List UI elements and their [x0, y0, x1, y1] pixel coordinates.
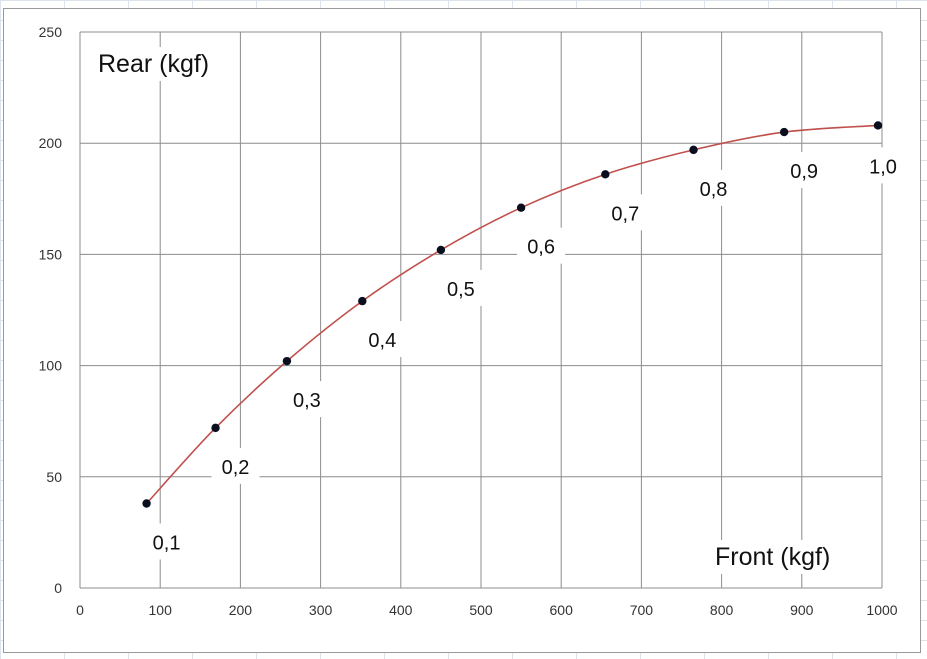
data-point: [142, 499, 151, 508]
x-axis-title: Front (kgf): [715, 543, 830, 571]
marker-layer: [142, 121, 883, 508]
chart-area: 0 100 200 300 400 500 600 700 800 900 1000 0 50 100 15…: [3, 8, 921, 653]
data-label: 0,5: [447, 279, 475, 301]
y-tick-label: 100: [39, 358, 63, 374]
y-tick-label: 200: [39, 135, 63, 151]
x-tick-label: 600: [550, 602, 574, 618]
data-point: [516, 203, 526, 212]
y-tick-label: 150: [39, 246, 63, 262]
point-label-background: [517, 227, 566, 264]
x-tick-label: 200: [229, 602, 253, 618]
y-tick-label: 0: [54, 580, 62, 596]
point-label-background: [142, 523, 191, 560]
x-tick-label: 500: [469, 602, 493, 618]
x-tick-label: 400: [389, 602, 413, 618]
x-tick-label: 300: [309, 602, 333, 618]
point-label-background: [780, 152, 829, 189]
data-point: [436, 245, 446, 255]
curve-layer: [145, 124, 879, 505]
point-label-background: [436, 269, 485, 306]
point-label-background: [358, 321, 407, 358]
data-label: 0,1: [153, 532, 181, 554]
axis-title-background: [94, 47, 224, 81]
point-label-background: [211, 447, 260, 484]
data-point: [282, 356, 292, 366]
y-tick-label: 50: [46, 469, 62, 485]
scatter-chart: 0 100 200 300 400 500 600 700 800 900 1000 0 50 100 15…: [39, 24, 907, 618]
data-point: [873, 121, 883, 130]
x-tick-label: 800: [710, 602, 734, 618]
x-tick-label: 1000: [866, 602, 897, 618]
data-label: 0,2: [222, 457, 250, 479]
x-tick-label: 100: [149, 602, 173, 618]
data-point: [779, 127, 789, 137]
data-point: [358, 296, 367, 306]
data-point: [689, 145, 698, 155]
point-label-background: [689, 169, 738, 206]
axis-title-background: [711, 540, 855, 574]
grid-layer: [79, 31, 883, 589]
data-label: 0,8: [700, 179, 728, 201]
series-line: [145, 124, 879, 505]
data-label: 0,9: [790, 161, 818, 183]
data-point: [601, 170, 610, 179]
point-label-background: [858, 147, 907, 184]
data-point: [211, 423, 220, 433]
point-label-background: [601, 194, 650, 231]
point-label-background: [282, 381, 331, 418]
y-axis-title: Rear (kgf): [98, 50, 209, 78]
x-tick-label: 900: [790, 602, 814, 618]
x-tick-label: 0: [76, 602, 84, 618]
data-label: 0,7: [611, 203, 639, 225]
point-label-layer: 0,1 0,2 0,3 0,4 0,5 0,6 0,7 0,8 0,9 1,0: [142, 147, 907, 560]
axis-layer: 0 100 200 300 400 500 600 700 800 900 1000 0 50 100 15…: [39, 24, 898, 618]
data-label: 0,6: [527, 237, 555, 259]
data-label: 0,3: [293, 390, 321, 412]
y-tick-label: 250: [39, 24, 63, 40]
x-tick-label: 700: [630, 602, 654, 618]
data-label: 0,4: [368, 330, 396, 352]
data-label: 1,0: [869, 156, 897, 178]
